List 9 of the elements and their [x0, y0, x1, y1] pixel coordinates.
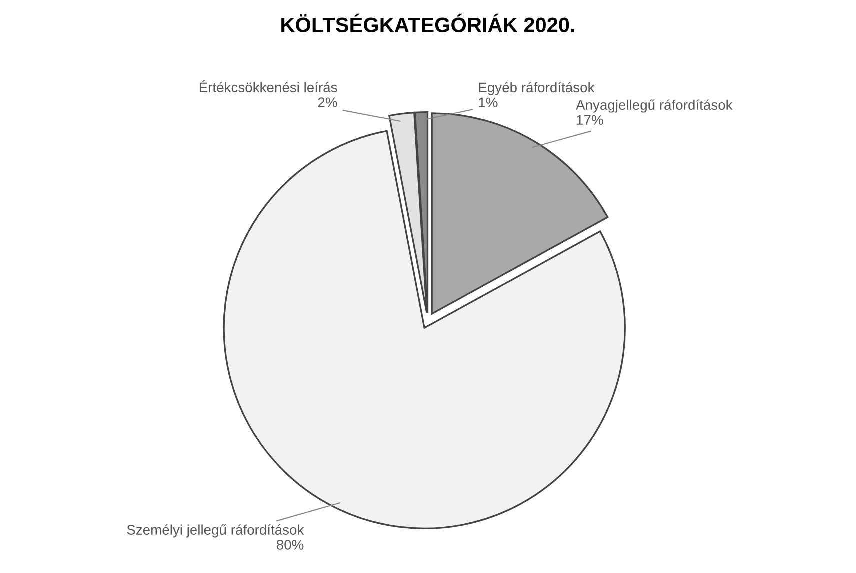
data-label: 1%	[479, 98, 498, 108]
data-label: 17%	[577, 115, 604, 125]
data-label: 2%	[318, 98, 338, 108]
slice-label: Anyagjellegű ráfordítások	[576, 100, 733, 113]
slice-label: Személyi jellegű ráfordítások	[127, 524, 304, 538]
slice-label: Értékcsökkenési leírás	[200, 80, 338, 93]
data-label: 80%	[276, 540, 304, 550]
slice-label: Egyéb ráfordítások	[479, 82, 595, 96]
chart-title: KÖLTSÉGKATEGÓRIÁK 2020.	[282, 14, 574, 32]
